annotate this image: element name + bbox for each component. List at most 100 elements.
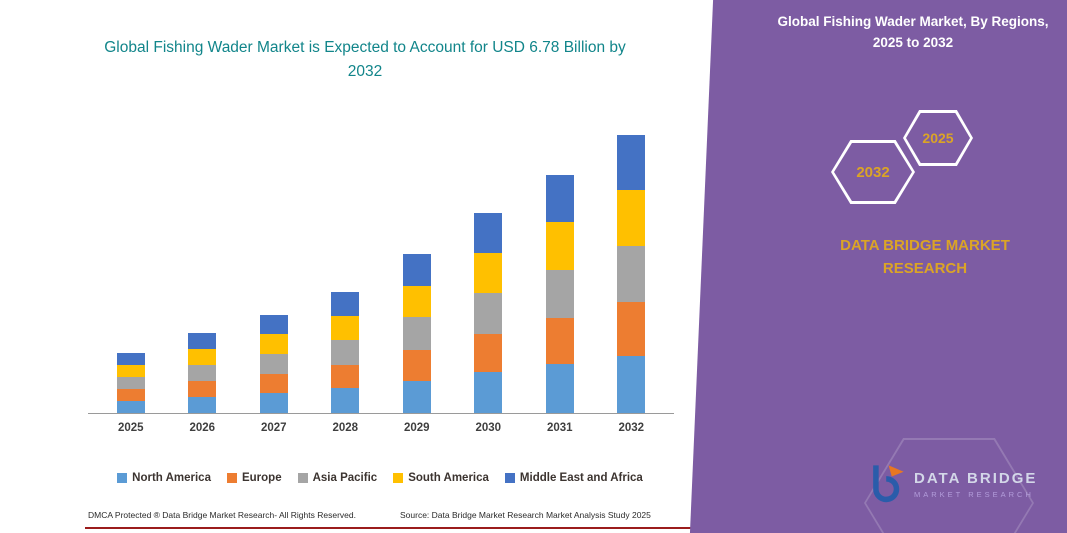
x-axis-label-2031: 2031	[546, 422, 573, 434]
dbmr-logo-icon	[868, 460, 906, 509]
segment-north-america	[188, 396, 217, 413]
x-axis-label-2026: 2026	[189, 422, 216, 434]
stacked-bar-2030	[474, 213, 503, 413]
segment-asia-pacific	[617, 245, 646, 303]
bar-slot	[95, 128, 167, 413]
brand-text: DATA BRIDGE MARKET RESEARCH	[840, 237, 1010, 277]
segment-asia-pacific	[188, 364, 217, 382]
segment-asia-pacific	[116, 376, 145, 390]
stacked-bar-2031	[545, 175, 574, 413]
bar-chart-plot	[95, 128, 667, 413]
legend-swatch	[117, 473, 128, 483]
hexagon-2025-label: 2025	[922, 130, 954, 146]
segment-south-america	[259, 334, 288, 354]
segment-middle-east-and-africa	[259, 314, 288, 335]
segment-north-america	[474, 372, 503, 413]
legend-swatch	[226, 473, 237, 483]
legend-label: Middle East and Africa	[519, 472, 643, 484]
segment-europe	[545, 318, 574, 365]
segment-south-america	[474, 253, 503, 293]
segment-asia-pacific	[331, 340, 360, 366]
x-axis-label-2030: 2030	[475, 422, 502, 434]
segment-europe	[331, 365, 360, 389]
side-panel: Global Fishing Wader Market, By Regions,…	[689, 0, 1067, 533]
segment-middle-east-and-africa	[545, 175, 574, 223]
chart-title: Global Fishing Wader Market is Expected …	[104, 39, 626, 81]
stacked-bar-2026	[188, 332, 217, 413]
segment-north-america	[545, 364, 574, 413]
legend-label: North America	[132, 472, 211, 484]
stacked-bar-2025	[116, 352, 145, 413]
hexagon-2032: 2032	[831, 140, 915, 204]
segment-middle-east-and-africa	[402, 254, 431, 286]
source-text: Source: Data Bridge Market Research Mark…	[400, 510, 651, 520]
segment-asia-pacific	[402, 317, 431, 350]
hexagon-2032-fill	[834, 143, 912, 201]
legend-item-middle-east-and-africa: Middle East and Africa	[504, 472, 643, 484]
segment-south-america	[116, 364, 145, 377]
legend-label: South America	[408, 472, 489, 484]
hexagon-2025-fill	[906, 113, 970, 163]
bar-slot	[596, 128, 668, 413]
segment-asia-pacific	[474, 292, 503, 334]
panel-title: Global Fishing Wader Market, By Regions,…	[777, 14, 1049, 50]
bar-slot	[524, 128, 596, 413]
legend-swatch	[297, 473, 308, 483]
x-axis-line	[88, 413, 674, 414]
segment-europe	[188, 381, 217, 397]
bars-container	[95, 128, 667, 413]
stacked-bar-2029	[402, 254, 431, 413]
segment-south-america	[617, 190, 646, 246]
legend-swatch	[504, 473, 515, 483]
segment-middle-east-and-africa	[116, 352, 145, 365]
legend-swatch	[393, 473, 404, 483]
segment-europe	[617, 302, 646, 356]
segment-middle-east-and-africa	[617, 134, 646, 191]
hexagon-2032-label: 2032	[856, 163, 890, 181]
segment-south-america	[402, 285, 431, 318]
segment-europe	[474, 333, 503, 372]
logo-line1: DATA BRIDGE	[914, 470, 1038, 487]
segment-europe	[402, 349, 431, 381]
stacked-bar-2032	[617, 134, 646, 413]
legend-item-south-america: South America	[393, 472, 489, 484]
segment-north-america	[402, 380, 431, 413]
dbmr-logo: DATA BRIDGE MARKET RESEARCH	[868, 460, 1037, 509]
footer-divider-line	[85, 527, 697, 529]
dmca-text: DMCA Protected ® Data Bridge Market Rese…	[88, 510, 356, 520]
x-axis-label-2032: 2032	[618, 422, 645, 434]
segment-south-america	[331, 316, 360, 341]
segment-middle-east-and-africa	[188, 332, 217, 349]
legend-item-asia-pacific: Asia Pacific	[297, 472, 378, 484]
segment-north-america	[617, 356, 646, 413]
stacked-bar-2027	[259, 314, 288, 413]
x-axis-label-2027: 2027	[260, 422, 287, 434]
segment-north-america	[259, 392, 288, 413]
x-axis-label-2029: 2029	[403, 422, 430, 434]
bar-slot	[381, 128, 453, 413]
segment-north-america	[116, 400, 145, 413]
stacked-bar-2028	[331, 292, 360, 413]
legend-label: Europe	[241, 472, 282, 484]
x-axis-label-2025: 2025	[117, 422, 144, 434]
segment-middle-east-and-africa	[474, 213, 503, 254]
x-axis-labels: 2025 2026 2027 2028 2029 2030 2031 2032	[95, 422, 667, 434]
segment-europe	[259, 374, 288, 393]
legend-item-north-america: North America	[117, 472, 211, 484]
bar-slot	[453, 128, 525, 413]
segment-north-america	[331, 388, 360, 413]
bar-slot	[167, 128, 239, 413]
chart-legend: North America Europe Asia Pacific South Ame…	[85, 472, 675, 484]
hexagon-2025: 2025	[903, 110, 973, 166]
legend-item-europe: Europe	[226, 472, 282, 484]
legend-label: Asia Pacific	[312, 472, 378, 484]
segment-asia-pacific	[545, 269, 574, 319]
bar-slot	[238, 128, 310, 413]
segment-south-america	[545, 222, 574, 270]
segment-south-america	[188, 348, 217, 365]
logo-line2: MARKET RESEARCH	[914, 490, 1034, 499]
segment-middle-east-and-africa	[331, 292, 360, 317]
segment-asia-pacific	[259, 353, 288, 375]
x-axis-label-2028: 2028	[332, 422, 359, 434]
